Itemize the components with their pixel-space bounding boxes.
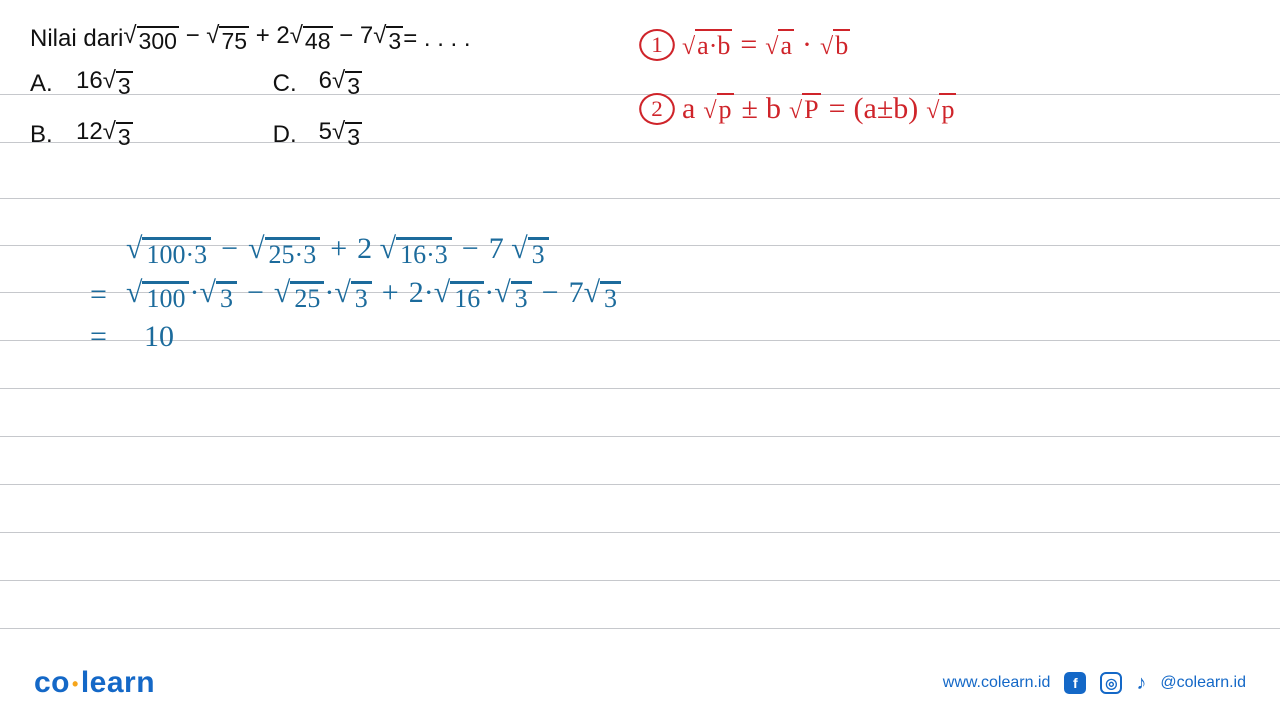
facebook-icon: f (1064, 672, 1086, 694)
brand-a: co (34, 666, 70, 699)
brand-logo: co•learn (34, 666, 155, 700)
rule2-rad: P (802, 93, 820, 124)
rule-2: 2 a √p ± b √P = (a±b) √p (640, 92, 956, 126)
footer: co•learn www.colearn.id f ◎ ♪ @colearn.i… (0, 658, 1280, 708)
option-coef: 6 (319, 67, 332, 94)
question-suffix: = . . . . (403, 25, 470, 53)
rule-number-icon: 1 (639, 29, 675, 61)
handwritten-work: √100·3−√25·3+2 √16·3−7 √3 = √100·√3−√25·… (90, 232, 890, 360)
footer-right: www.colearn.id f ◎ ♪ @colearn.id (943, 672, 1246, 695)
rule1-lhs: a·b (695, 29, 732, 60)
rule1-rhs-a: a (778, 29, 794, 60)
option-label: A. (30, 70, 58, 98)
option-label: D. (273, 121, 301, 149)
work3-value: 10 (144, 320, 174, 354)
option-radicand: 3 (116, 122, 133, 151)
equals: = (90, 278, 126, 312)
option-coef: 5 (319, 118, 332, 145)
work-line-3: = 10 (90, 320, 890, 354)
option-radicand: 3 (345, 71, 362, 100)
plus-minus: ± (742, 92, 758, 126)
rule2-rad: p (717, 93, 734, 124)
option-coef: 12 (76, 118, 103, 145)
tiktok-icon: ♪ (1136, 672, 1146, 695)
question-line: Nilai dari √300 − √75 + 2√48 − 7√3 = . .… (30, 22, 630, 55)
footer-handle: @colearn.id (1160, 674, 1246, 692)
work-line-2: = √100·√3−√25·√3+2·√16·√3−7√3 (90, 276, 890, 314)
option-coef: 16 (76, 67, 103, 94)
option-b: B. 12√3 (30, 118, 133, 151)
work-line-1: √100·3−√25·3+2 √16·3−7 √3 (90, 232, 890, 270)
rule-1: 1 √a·b = √a · √b (640, 28, 956, 62)
rule1-rhs-b: b (833, 29, 850, 60)
rule2-a: a (682, 92, 695, 126)
question-prefix: Nilai dari (30, 25, 123, 53)
option-radicand: 3 (345, 122, 362, 151)
option-radicand: 3 (116, 71, 133, 100)
options: A. 16√3 B. 12√3 C. 6√3 D. 5√3 (30, 67, 630, 151)
option-c: C. 6√3 (273, 67, 362, 100)
footer-url: www.colearn.id (943, 674, 1051, 692)
question-expression: √300 − √75 + 2√48 − 7√3 (123, 22, 403, 55)
brand-dot-icon: • (70, 674, 81, 694)
brand-b: learn (81, 666, 155, 699)
red-notes: 1 √a·b = √a · √b 2 a √p ± b √P = (a±b) √… (640, 28, 956, 156)
rule2-rad: p (939, 93, 956, 124)
work2-expr: √100·√3−√25·√3+2·√16·√3−7√3 (126, 276, 621, 314)
equals: = (740, 28, 757, 62)
work1-expr: √100·3−√25·3+2 √16·3−7 √3 (126, 232, 549, 270)
equals: = (90, 320, 126, 354)
option-d: D. 5√3 (273, 118, 362, 151)
option-label: B. (30, 121, 58, 149)
instagram-icon: ◎ (1100, 672, 1122, 694)
option-a: A. 16√3 (30, 67, 133, 100)
equals: = (829, 92, 846, 126)
question-block: Nilai dari √300 − √75 + 2√48 − 7√3 = . .… (30, 22, 630, 151)
rule-number-icon: 2 (639, 93, 675, 125)
rule2-b: b (766, 92, 781, 126)
option-label: C. (273, 70, 301, 98)
rule2-paren: (a±b) (854, 92, 919, 126)
dot: · (802, 28, 812, 62)
